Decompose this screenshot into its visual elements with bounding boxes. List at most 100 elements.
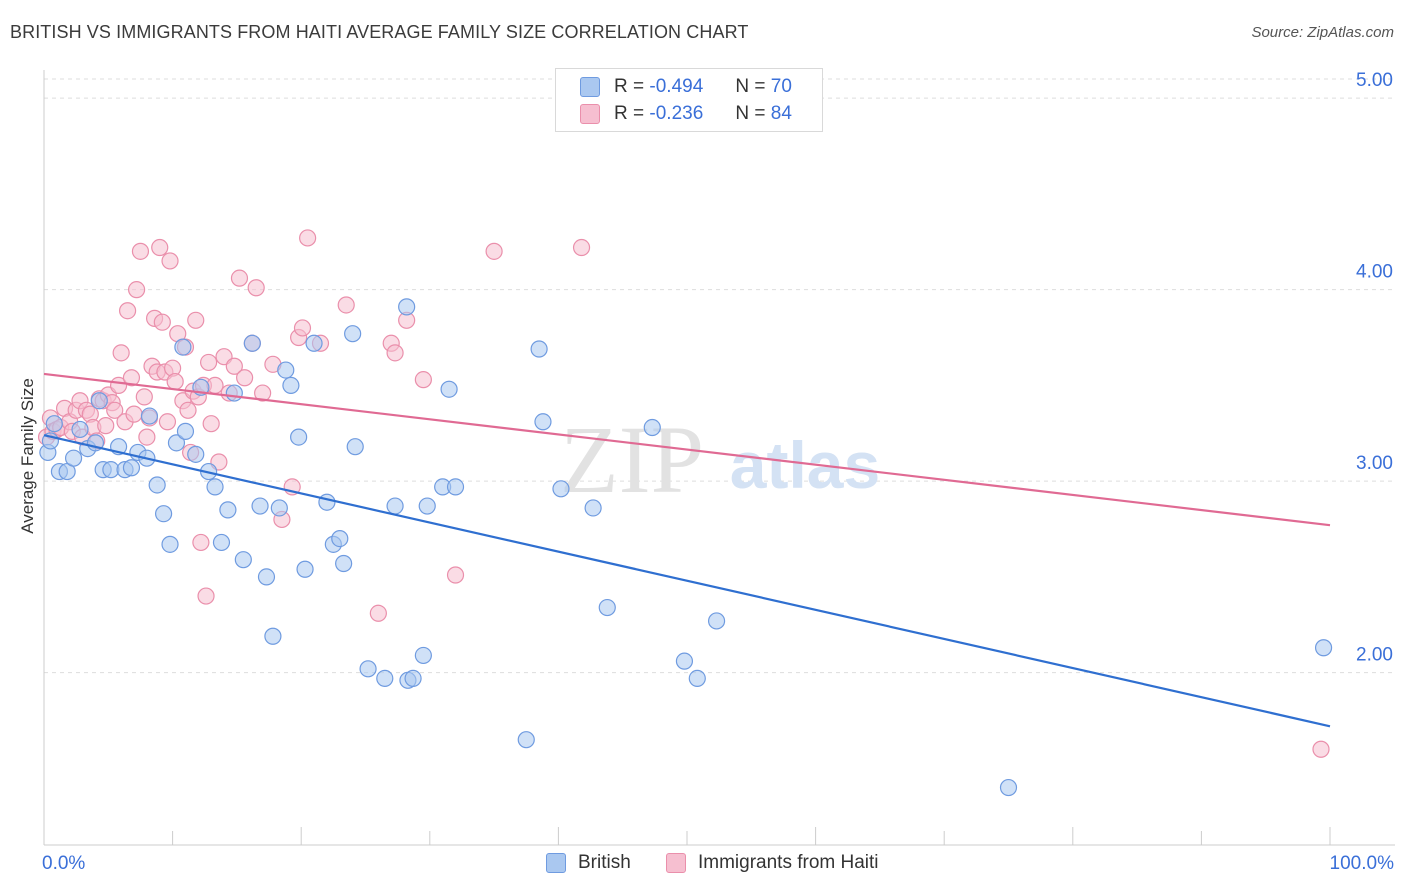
- british-point: [174, 338, 192, 356]
- british-point: [296, 560, 314, 578]
- haiti-point: [446, 566, 465, 584]
- haiti-point: [230, 269, 249, 287]
- y-tick-label: 3.00: [1356, 453, 1393, 474]
- british-point: [346, 438, 364, 456]
- haiti-point: [138, 428, 156, 446]
- haiti-point: [386, 344, 404, 362]
- british-point: [446, 478, 465, 496]
- axes: [43, 827, 1395, 846]
- british-point: [264, 627, 282, 645]
- haiti-point: [1312, 740, 1330, 758]
- british-r-value: -0.494: [649, 76, 704, 97]
- british-point: [154, 505, 173, 523]
- haiti-point: [118, 302, 137, 320]
- british-point: [90, 392, 108, 410]
- british-point: [148, 476, 166, 494]
- haiti-trend-line: [43, 372, 1331, 527]
- british-point: [161, 535, 179, 553]
- british-point: [335, 554, 353, 573]
- british-point: [1314, 639, 1333, 657]
- haiti-point: [161, 252, 179, 270]
- british-r-label: R =: [614, 76, 645, 97]
- british-point: [277, 361, 295, 379]
- british-point: [251, 497, 269, 515]
- legend-haiti-label: Immigrants from Haiti: [698, 852, 879, 873]
- haiti-point: [202, 415, 220, 433]
- british-point: [398, 298, 416, 316]
- legend-british-swatch: [546, 853, 566, 873]
- british-point: [212, 533, 231, 552]
- haiti-point: [125, 405, 143, 423]
- x-tick-label-min: 0.0%: [42, 853, 85, 874]
- haiti-point: [122, 369, 141, 387]
- haiti-point: [158, 413, 177, 431]
- british-point: [359, 660, 377, 678]
- british-point: [234, 551, 252, 569]
- watermark-zip: ZIP: [560, 406, 704, 513]
- british-point: [270, 499, 288, 517]
- haiti-point: [127, 281, 146, 299]
- trend-lines: [43, 372, 1331, 728]
- haiti-point: [414, 371, 432, 389]
- legend-haiti-swatch: [666, 853, 686, 873]
- haiti-point: [247, 279, 265, 297]
- british-point: [534, 413, 552, 431]
- haiti-point: [293, 319, 312, 337]
- haiti-point: [200, 353, 218, 372]
- haiti-point: [572, 238, 591, 257]
- british-point: [418, 497, 436, 515]
- y-tick-label: 5.00: [1356, 70, 1393, 91]
- british-point: [675, 652, 694, 670]
- watermark: ZIP atlas: [560, 406, 880, 513]
- british-point: [71, 420, 89, 439]
- british-point: [45, 415, 63, 433]
- british-point: [206, 478, 224, 496]
- haiti-n-label: N =: [735, 103, 766, 124]
- haiti-point: [197, 587, 215, 605]
- british-point: [414, 646, 432, 665]
- british-point: [187, 445, 205, 463]
- british-n-label: N =: [735, 76, 766, 97]
- haiti-point: [254, 384, 272, 402]
- x-tick-label-max: 100.0%: [1330, 853, 1395, 874]
- stats-legend: R = -0.494 N = 70 R = -0.236 N = 84: [555, 68, 823, 132]
- haiti-point: [225, 357, 243, 375]
- british-point: [517, 731, 535, 749]
- british-point: [305, 334, 323, 352]
- british-point: [999, 778, 1018, 797]
- y-axis-label: Average Family Size: [18, 378, 37, 534]
- british-point: [225, 384, 243, 402]
- haiti-point: [206, 376, 224, 394]
- watermark-atlas: atlas: [730, 428, 880, 502]
- legend-british-label: British: [578, 852, 631, 873]
- haiti-point: [97, 417, 115, 435]
- haiti-point: [151, 238, 169, 257]
- chart-title: BRITISH VS IMMIGRANTS FROM HAITI AVERAGE…: [10, 22, 749, 42]
- legend-item-british: British: [546, 852, 631, 874]
- source-label: Source: ZipAtlas.com: [1251, 24, 1394, 41]
- british-point: [598, 598, 616, 617]
- british-point: [331, 529, 349, 548]
- british-point: [643, 418, 661, 437]
- haiti-point: [135, 388, 153, 406]
- tick-labels: 2.00 3.00 4.00 5.00 0.0% 100.0%: [42, 70, 1394, 874]
- haiti-point: [187, 311, 205, 329]
- british-point: [243, 334, 261, 352]
- haiti-point: [112, 344, 130, 362]
- haiti-n-value: 84: [770, 103, 792, 124]
- haiti-point: [153, 313, 171, 331]
- haiti-point: [179, 401, 197, 419]
- haiti-point: [192, 533, 210, 552]
- british-point: [219, 501, 237, 519]
- haiti-swatch: [580, 104, 600, 124]
- british-point: [167, 434, 186, 452]
- british-point: [584, 499, 602, 517]
- haiti-point: [369, 604, 387, 622]
- british-point: [404, 669, 422, 687]
- haiti-point: [236, 369, 254, 387]
- british-point: [290, 428, 308, 446]
- british-swatch: [580, 77, 600, 97]
- british-point: [318, 493, 336, 511]
- british-point: [552, 480, 570, 498]
- british-point: [122, 459, 141, 477]
